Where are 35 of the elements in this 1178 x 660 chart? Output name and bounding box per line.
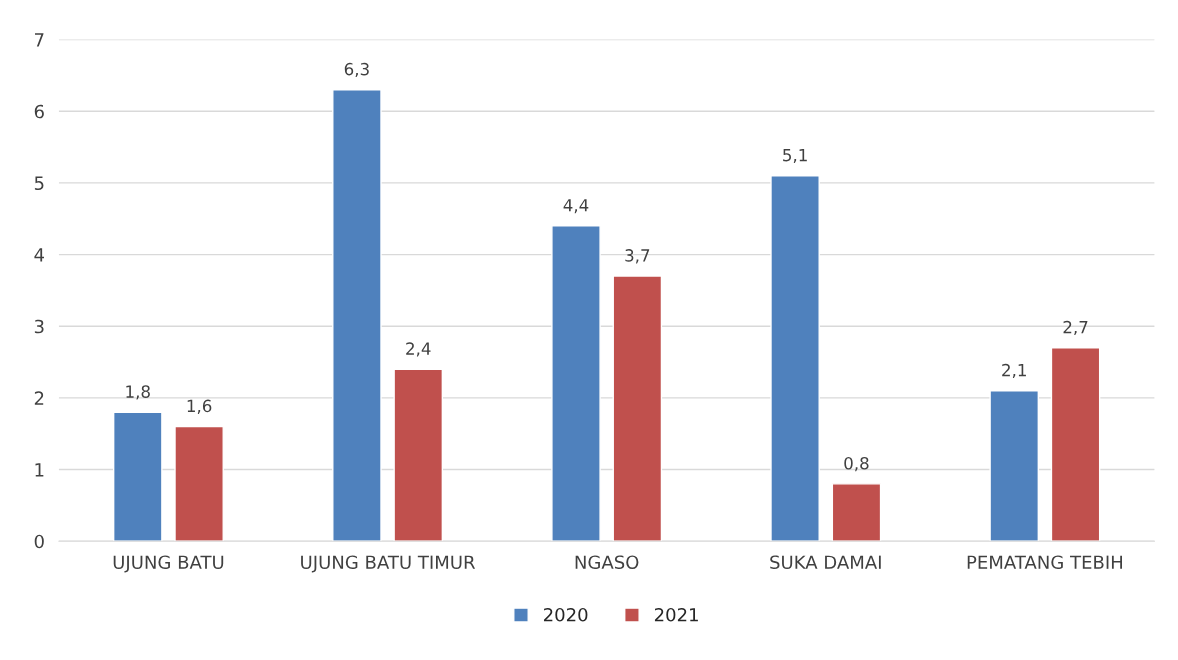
x-tick-label: SUKA DAMAI xyxy=(770,555,881,570)
bar xyxy=(1050,347,1101,542)
y-tick-label: 1 xyxy=(35,463,44,477)
y-tick-label: 0 xyxy=(34,534,44,549)
bar xyxy=(174,425,224,542)
legend-label: 2020 xyxy=(543,607,588,622)
data-label: 3,7 xyxy=(625,249,650,264)
x-tick-label: NGASO xyxy=(575,555,639,570)
data-label: 1,8 xyxy=(126,385,150,400)
data-label: 4,4 xyxy=(563,199,589,214)
x-tick-label: UJUNG BATU TIMUR xyxy=(301,555,476,573)
data-label: 6,3 xyxy=(344,62,369,78)
bar xyxy=(612,275,663,542)
bar xyxy=(989,390,1040,542)
data-label: 2,7 xyxy=(1063,320,1088,336)
y-tick-label: 2 xyxy=(34,391,44,405)
y-tick-label: 5 xyxy=(34,176,44,191)
bar xyxy=(551,225,601,542)
bar xyxy=(770,175,820,542)
y-tick-label: 7 xyxy=(35,33,44,47)
data-label: 2,1 xyxy=(1002,363,1026,379)
data-label: 1,6 xyxy=(187,399,212,414)
x-tick-label: UJUNG BATU xyxy=(113,555,224,573)
bar xyxy=(393,368,444,542)
data-label: 5,1 xyxy=(783,149,807,164)
y-tick-label: 4 xyxy=(34,248,44,262)
data-label: 2,4 xyxy=(406,342,431,357)
data-label: 0,8 xyxy=(844,456,869,472)
bar xyxy=(112,411,163,542)
y-tick-label: 6 xyxy=(34,104,44,119)
y-tick-label: 3 xyxy=(34,319,44,334)
x-tick-label: PEMATANG TEBIH xyxy=(967,555,1122,570)
bar xyxy=(831,483,882,542)
bar xyxy=(332,89,382,542)
legend-label: 2021 xyxy=(654,607,698,622)
